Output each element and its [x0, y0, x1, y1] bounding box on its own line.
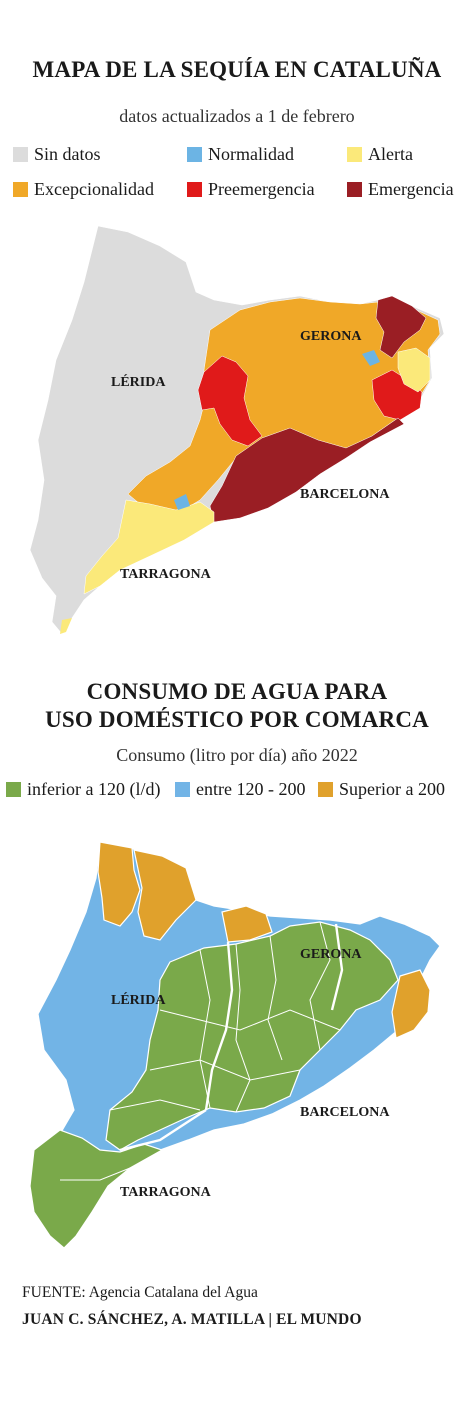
consumption-map: LÉRIDA GERONA BARCELONA TARRAGONA	[29, 841, 441, 1249]
legend-item-inferior-120: inferior a 120 (l/d)	[6, 779, 160, 800]
comarca-orange-coast	[391, 969, 431, 1039]
label-barcelona: BARCELONA	[300, 487, 390, 502]
legend-label: Emergencia	[368, 179, 454, 199]
legend-label: Alerta	[368, 144, 413, 164]
drought-map: LÉRIDA GERONA BARCELONA TARRAGONA	[29, 225, 445, 635]
comarca-orange-north	[97, 841, 141, 927]
zone-emergencia-north	[375, 295, 427, 359]
drought-map-subtitle: datos actualizados a 1 de febrero	[119, 106, 355, 126]
comarca-green-south	[29, 1129, 164, 1249]
legend-item-superior-200: Superior a 200	[318, 779, 445, 800]
province-borders	[119, 923, 344, 1152]
consumption-map-subtitle: Consumo (litro por día) año 2022	[116, 745, 358, 765]
source-line: FUENTE: Agencia Catalana del Agua	[22, 1284, 258, 1302]
legend-label: Excepcionalidad	[34, 179, 154, 199]
label-gerona: GERONA	[300, 329, 362, 344]
legend-swatch	[6, 782, 21, 797]
legend-item-preemergencia: Preemergencia	[187, 179, 315, 200]
legend-item-sin-datos: Sin datos	[13, 144, 101, 165]
legend-label: Preemergencia	[208, 179, 315, 199]
consumption-map-title-line2: USO DOMÉSTICO POR COMARCA	[45, 707, 429, 732]
source-text: Agencia Catalana del Agua	[85, 1284, 258, 1301]
legend-swatch	[347, 182, 362, 197]
legend-item-emergencia: Emergencia	[347, 179, 454, 200]
source-prefix: FUENTE:	[22, 1284, 86, 1301]
legend-label: Superior a 200	[339, 779, 445, 799]
zone-alerta-east	[397, 347, 431, 393]
legend-swatch	[318, 782, 333, 797]
legend-swatch	[347, 147, 362, 162]
legend-item-entre-120-200: entre 120 - 200	[175, 779, 305, 800]
consumption-map-title-line1: CONSUMO DE AGUA PARA	[86, 679, 388, 704]
zone-normalidad-gerona	[362, 350, 380, 366]
legend-swatch	[175, 782, 190, 797]
comarca-orange-pallars	[133, 849, 197, 941]
label-lerida: LÉRIDA	[111, 991, 166, 1008]
comarca-borders	[60, 921, 341, 1181]
legend-swatch	[13, 147, 28, 162]
drought-map-title: MAPA DE LA SEQUÍA EN CATALUÑA	[32, 57, 442, 82]
legend-swatch	[187, 182, 202, 197]
legend-swatch	[13, 182, 28, 197]
label-tarragona: TARRAGONA	[120, 1185, 212, 1200]
legend-item-alerta: Alerta	[347, 144, 413, 165]
legend-item-normalidad: Normalidad	[187, 144, 294, 165]
label-tarragona: TARRAGONA	[120, 567, 212, 582]
zone-normalidad-south	[174, 494, 190, 510]
legend-label: Normalidad	[208, 144, 294, 164]
zone-alerta-ebro	[60, 618, 72, 634]
legend-swatch	[187, 147, 202, 162]
legend-label: entre 120 - 200	[196, 779, 306, 799]
label-lerida: LÉRIDA	[111, 373, 166, 390]
legend-label: inferior a 120 (l/d)	[27, 779, 161, 799]
zone-preemergencia-west	[197, 355, 263, 447]
legend-item-excepcionalidad: Excepcionalidad	[13, 179, 154, 200]
label-barcelona: BARCELONA	[300, 1105, 390, 1120]
legend-label: Sin datos	[34, 144, 101, 164]
label-gerona: GERONA	[300, 947, 362, 962]
credit-line: JUAN C. SÁNCHEZ, A. MATILLA | EL MUNDO	[22, 1311, 362, 1328]
